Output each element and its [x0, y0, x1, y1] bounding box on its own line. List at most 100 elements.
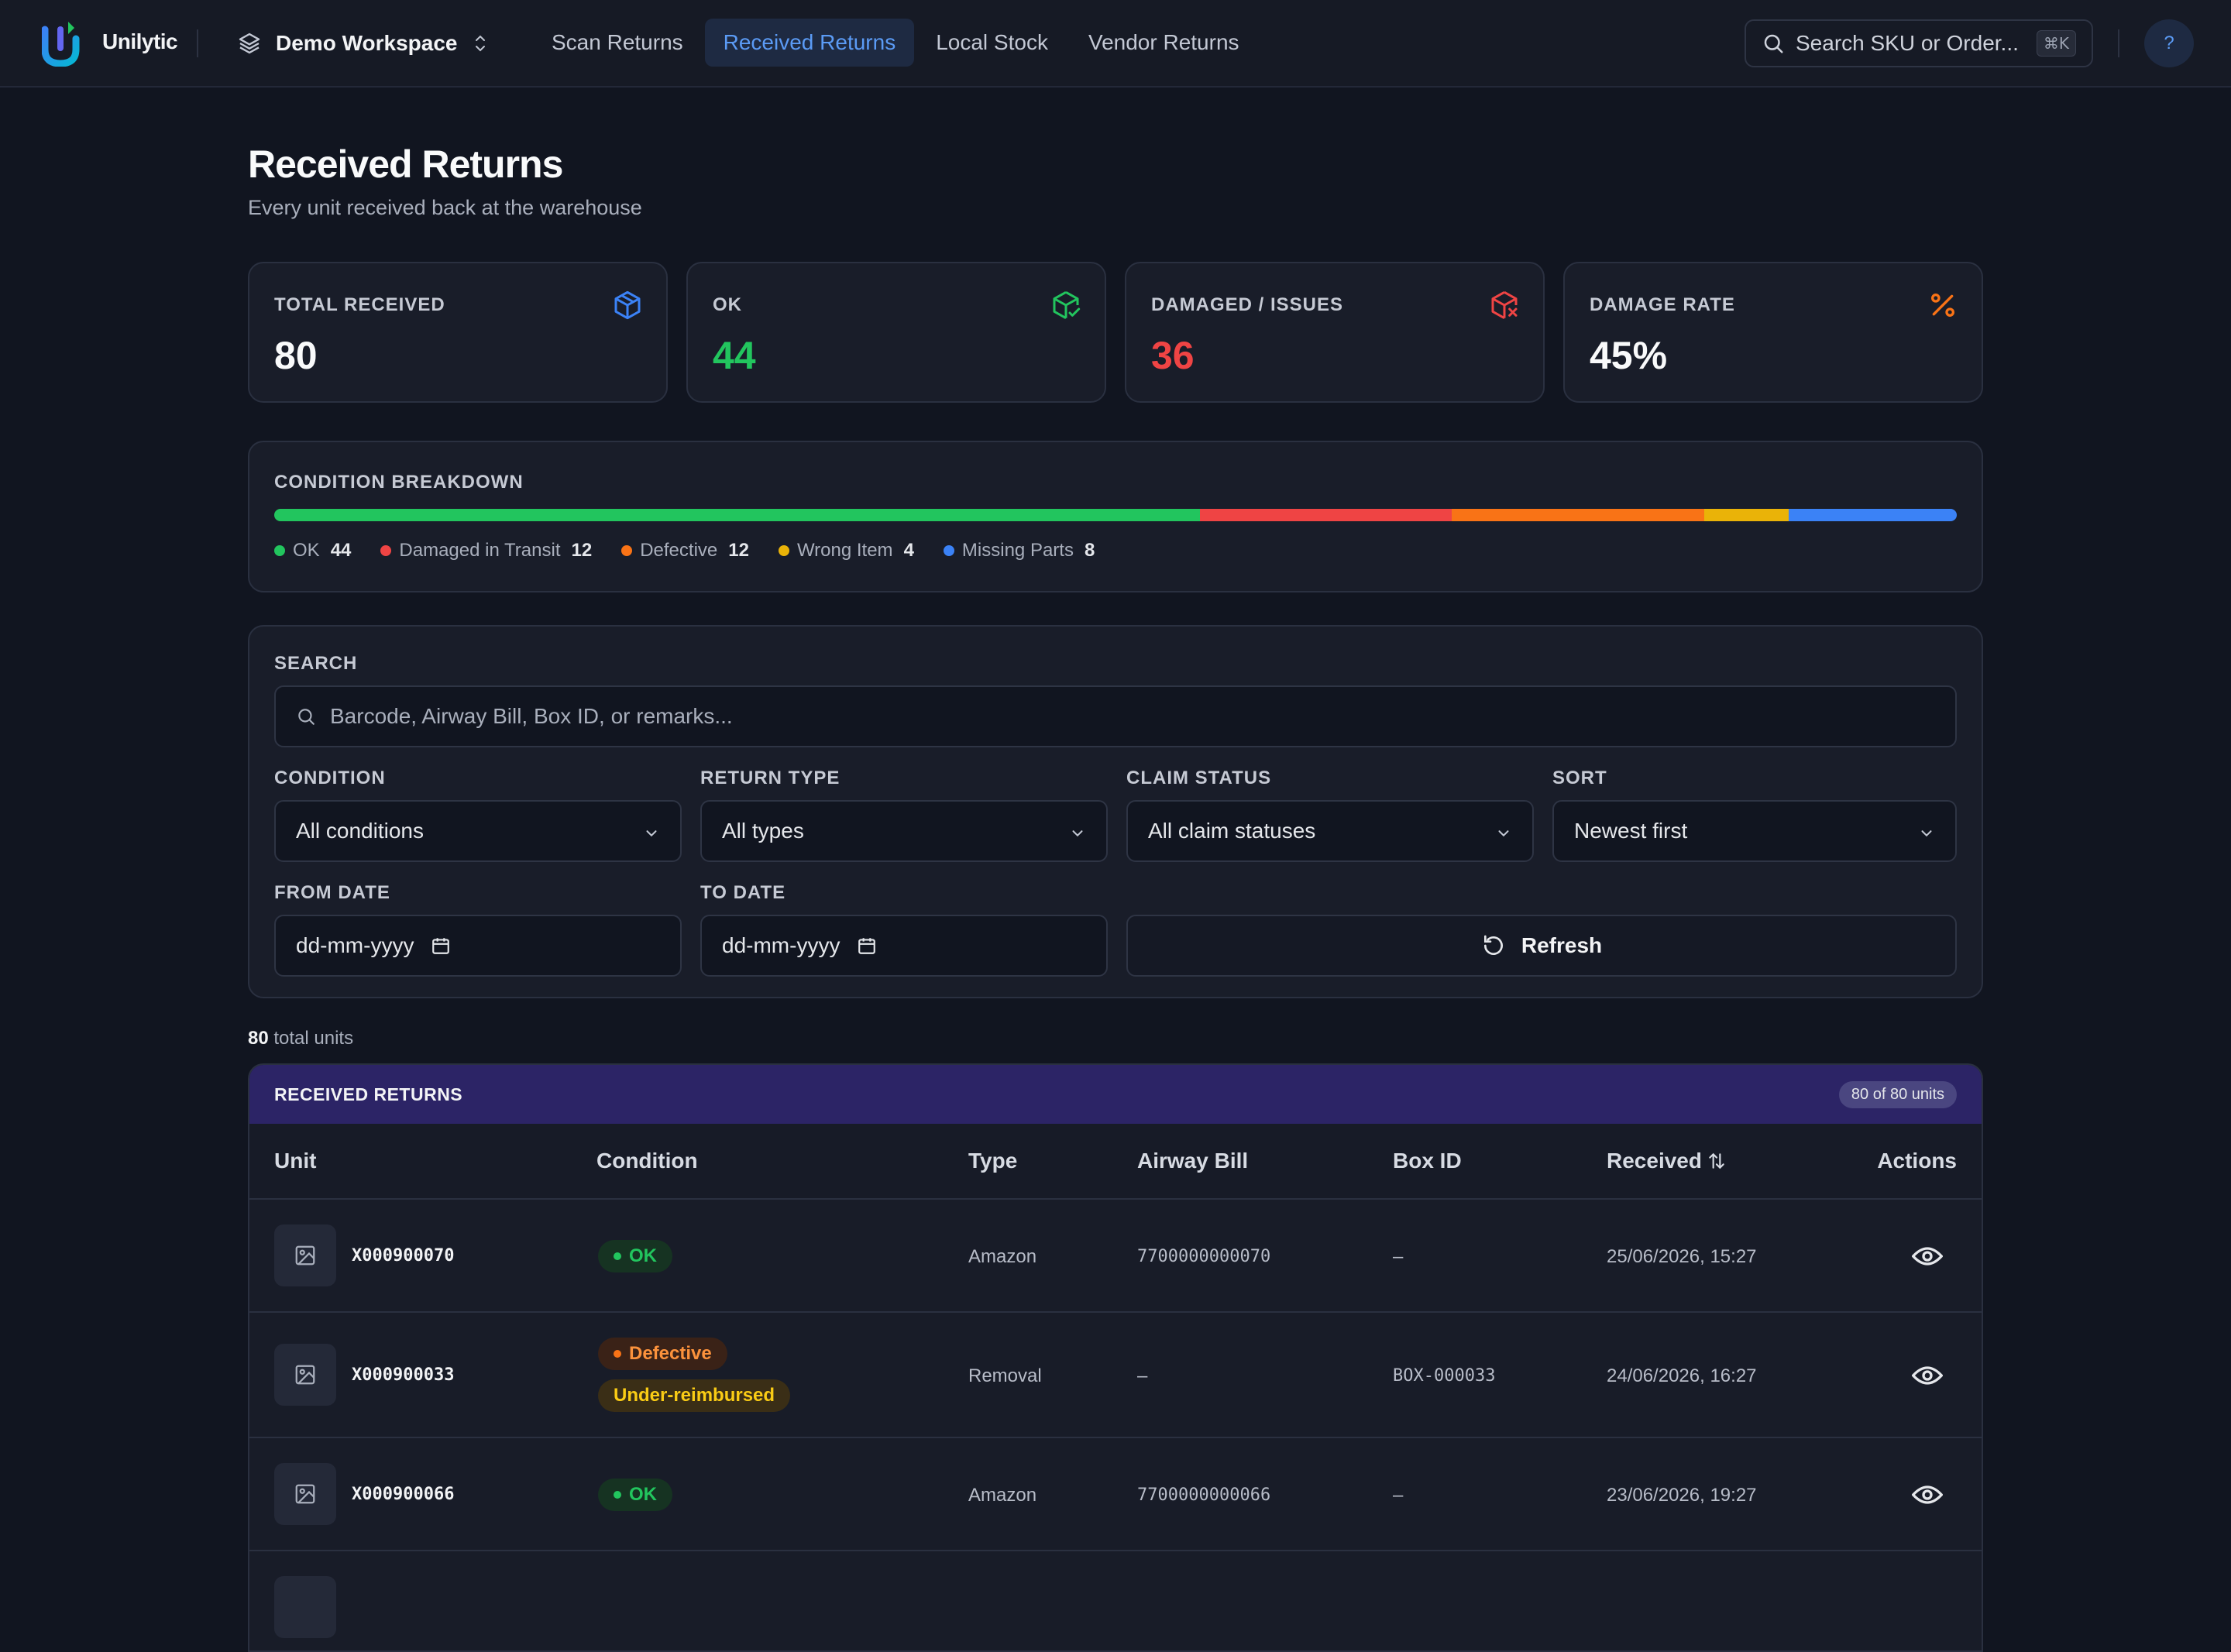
claim-status-label: Under-reimbursed — [614, 1385, 775, 1406]
received-date: 25/06/2026, 15:27 — [1607, 1246, 1757, 1267]
stat-value: 80 — [274, 334, 318, 377]
page-title: Received Returns — [248, 143, 563, 186]
unit-thumbnail — [274, 1463, 336, 1525]
view-eye-icon[interactable] — [1912, 1245, 1943, 1268]
view-eye-icon[interactable] — [1912, 1483, 1943, 1506]
table-row[interactable]: X000900070 OK Amazon 7700000000070 – 25/… — [249, 1200, 1982, 1313]
stat-value: 36 — [1151, 334, 1195, 377]
airway-bill: 7700000000070 — [1137, 1247, 1271, 1266]
legend-dot — [778, 545, 789, 556]
refresh-button[interactable]: Refresh — [1126, 915, 1957, 977]
to-date-input[interactable]: dd-mm-yyyy — [700, 915, 1108, 977]
condition-select[interactable]: All conditions — [274, 800, 682, 862]
condition-breakdown: CONDITION BREAKDOWN OK 44 Damaged in Tran… — [248, 441, 1983, 592]
table-row[interactable] — [249, 1551, 1982, 1650]
column-received-label: Received — [1607, 1149, 1702, 1173]
nav-scan-returns[interactable]: Scan Returns — [552, 30, 683, 54]
claim-status-select[interactable]: All claim statuses — [1126, 800, 1534, 862]
stat-label: DAMAGE RATE — [1590, 294, 1735, 315]
condition-label: CONDITION — [274, 768, 386, 788]
legend-count: 12 — [728, 540, 749, 561]
layers-icon — [239, 33, 260, 54]
nav-local-stock[interactable]: Local Stock — [936, 30, 1048, 54]
search-label: SEARCH — [274, 653, 358, 674]
legend-item-damaged-in-transit: Damaged in Transit 12 — [380, 540, 592, 562]
return-type: Removal — [968, 1365, 1042, 1386]
calendar-icon[interactable] — [857, 936, 877, 956]
legend-count: 44 — [330, 540, 352, 561]
total-units-text: total units — [273, 1028, 354, 1049]
return-type-select-value: All types — [722, 819, 804, 843]
help-button[interactable]: ? — [2144, 19, 2194, 67]
refresh-icon — [1483, 935, 1503, 955]
divider — [2118, 29, 2119, 57]
refresh-label: Refresh — [1521, 933, 1603, 957]
box-id: – — [1393, 1246, 1404, 1267]
workspace-switcher[interactable]: Demo Workspace — [237, 26, 490, 60]
view-eye-icon[interactable] — [1912, 1364, 1943, 1387]
stat-label: TOTAL RECEIVED — [274, 294, 445, 315]
chevrons-up-down-icon — [476, 35, 486, 52]
search-placeholder: Barcode, Airway Bill, Box ID, or remarks… — [330, 704, 733, 728]
sort-select-value: Newest first — [1574, 819, 1688, 843]
global-search[interactable]: Search SKU or Order... ⌘K — [1745, 19, 2093, 67]
global-search-placeholder: Search SKU or Order... — [1796, 31, 2019, 55]
table-column-headers: Unit Condition Type Airway Bill Box ID R… — [249, 1124, 1982, 1200]
breakdown-label: CONDITION BREAKDOWN — [274, 472, 524, 493]
breakdown-bar — [274, 509, 1957, 521]
stat-label: DAMAGED / ISSUES — [1151, 294, 1344, 315]
airway-bill: 7700000000066 — [1137, 1485, 1271, 1505]
column-airway-bill[interactable]: Airway Bill — [1137, 1149, 1249, 1173]
chevron-down-icon — [1072, 830, 1083, 837]
sort-select[interactable]: Newest first — [1552, 800, 1957, 862]
column-unit[interactable]: Unit — [274, 1149, 317, 1173]
sort-label: SORT — [1552, 768, 1607, 788]
legend-count: 12 — [571, 540, 593, 561]
breakdown-segment-wrong-item — [1704, 509, 1789, 521]
breakdown-legend: OK 44 Damaged in Transit 12 Defective 12 Wr… — [274, 540, 1095, 562]
search-icon — [1764, 34, 1783, 53]
from-date-input[interactable]: dd-mm-yyyy — [274, 915, 682, 977]
legend-name: Defective — [640, 540, 718, 561]
app-name: Unilytic — [102, 29, 178, 53]
unilytic-logo[interactable] — [42, 19, 82, 67]
stat-card-total: TOTAL RECEIVED 80 — [248, 262, 668, 403]
image-icon — [295, 1245, 315, 1266]
return-type-label: RETURN TYPE — [700, 768, 840, 788]
workspace-name: Demo Workspace — [276, 31, 458, 55]
status-dot — [614, 1252, 621, 1260]
total-units-number: 80 — [248, 1028, 269, 1049]
condition-badge: OK — [598, 1240, 672, 1272]
legend-dot — [621, 545, 633, 556]
search-input[interactable]: Barcode, Airway Bill, Box ID, or remarks… — [274, 685, 1957, 747]
column-type[interactable]: Type — [968, 1149, 1018, 1173]
column-condition[interactable]: Condition — [596, 1149, 698, 1173]
stat-card-damaged: DAMAGED / ISSUES 36 — [1125, 262, 1545, 403]
column-received[interactable]: Received — [1607, 1149, 1727, 1173]
table-row[interactable]: X000900066 OK Amazon 7700000000066 – 23/… — [249, 1438, 1982, 1551]
legend-name: Damaged in Transit — [399, 540, 561, 561]
unit-thumbnail — [274, 1224, 336, 1286]
legend-count: 4 — [903, 540, 914, 561]
legend-name: Missing Parts — [961, 540, 1074, 561]
nav-received-returns[interactable]: Received Returns — [704, 19, 915, 67]
box-id: – — [1393, 1485, 1404, 1506]
stat-value: 44 — [713, 334, 756, 377]
column-box-id[interactable]: Box ID — [1393, 1149, 1462, 1173]
condition-badge-label: OK — [629, 1484, 657, 1505]
legend-dot — [380, 545, 392, 556]
unit-sku: X000900033 — [352, 1365, 455, 1385]
legend-item-defective: Defective 12 — [621, 540, 749, 562]
breakdown-segment-missing-parts — [1788, 509, 1957, 521]
legend-name: OK — [293, 540, 320, 561]
nav-vendor-returns[interactable]: Vendor Returns — [1088, 30, 1239, 54]
received-date: 24/06/2026, 16:27 — [1607, 1365, 1757, 1386]
table-row[interactable]: X000900033 Defective Under-reimbursed Re… — [249, 1313, 1982, 1438]
search-icon — [298, 709, 315, 725]
to-date-label: TO DATE — [700, 882, 786, 903]
calendar-icon[interactable] — [431, 936, 451, 956]
condition-badge: Defective — [598, 1338, 727, 1370]
from-date-placeholder: dd-mm-yyyy — [296, 933, 414, 957]
sort-arrows-icon — [1709, 1152, 1724, 1169]
return-type-select[interactable]: All types — [700, 800, 1108, 862]
